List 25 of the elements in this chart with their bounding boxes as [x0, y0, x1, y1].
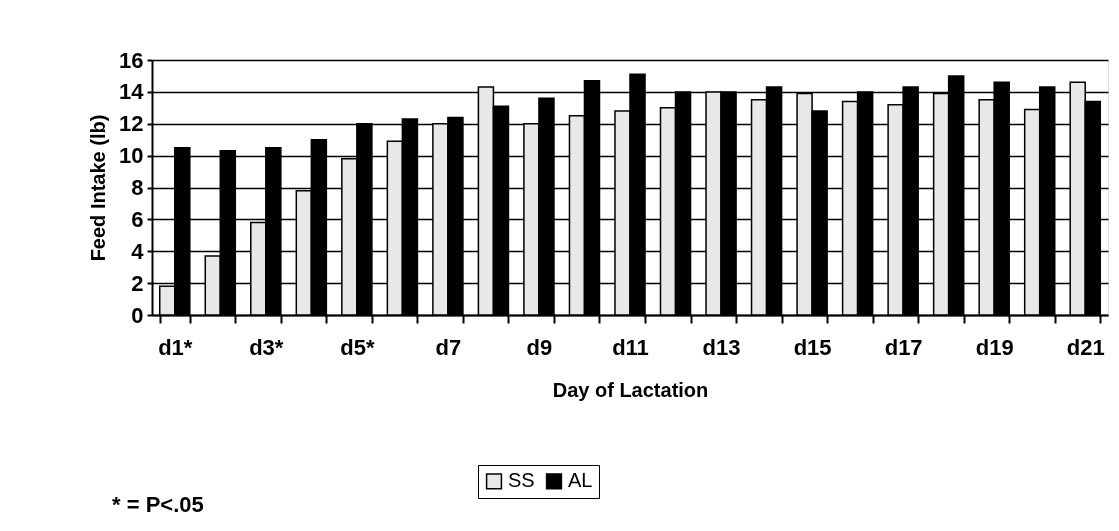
- x-tick-label: d7: [435, 334, 462, 360]
- y-tick-label: 4: [131, 238, 145, 264]
- y-tick-label: 8: [131, 175, 144, 200]
- x-tick-label: d17: [884, 334, 923, 360]
- x-axis-title: Day of Lactation: [552, 378, 709, 401]
- x-tick-label: d3*: [249, 334, 284, 360]
- x-tick-label: d15: [793, 334, 832, 360]
- y-tick-label: 6: [131, 206, 144, 232]
- x-tick-label: d1*: [158, 334, 193, 360]
- x-tick-label: d19: [975, 334, 1014, 360]
- x-tick-label: d13: [702, 334, 741, 360]
- legend-label: SS: [508, 469, 535, 492]
- x-tick-label: d9: [526, 334, 553, 360]
- x-tick-label: d11: [612, 334, 649, 360]
- y-tick-label: 10: [119, 143, 144, 169]
- y-tick-label: 12: [119, 111, 144, 137]
- y-tick-label: 2: [131, 270, 144, 296]
- x-tick-label: d5*: [340, 334, 375, 360]
- text: * = P<.05: [112, 492, 204, 517]
- y-axis-title: Feed Intake (lb): [87, 114, 110, 262]
- legend-label: AL: [568, 469, 593, 492]
- y-tick-label: 14: [119, 79, 145, 105]
- x-tick-label: d21: [1066, 334, 1105, 360]
- y-tick-label: 16: [119, 47, 144, 73]
- y-tick-label: 0: [131, 302, 144, 328]
